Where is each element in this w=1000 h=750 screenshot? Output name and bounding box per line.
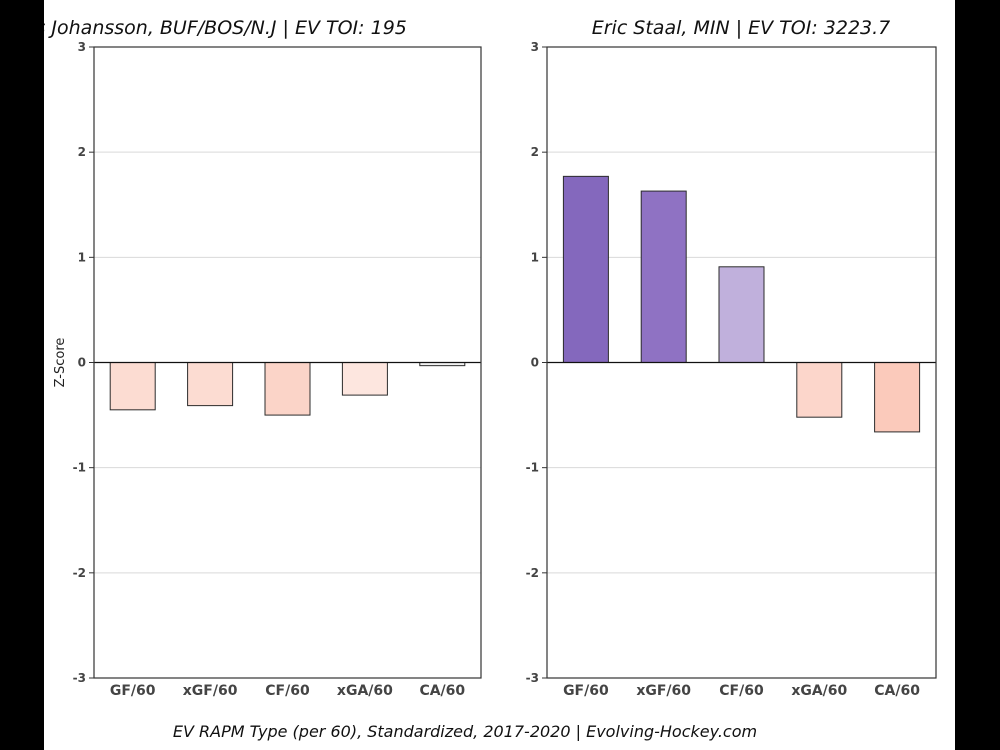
- y-tick-label: 0: [78, 356, 86, 370]
- bar: [187, 362, 234, 407]
- bar: [109, 362, 156, 411]
- y-tick-label: 1: [78, 250, 86, 264]
- bar: [640, 190, 687, 363]
- x-tick-label: xGF/60: [636, 683, 691, 699]
- y-tick-label: 3: [531, 40, 539, 54]
- x-tick-label: CF/60: [265, 683, 310, 699]
- x-tick-label: CA/60: [874, 683, 920, 699]
- bar: [562, 175, 609, 363]
- y-tick-label: -3: [73, 671, 86, 685]
- bar: [874, 362, 921, 433]
- x-tick-label: CA/60: [419, 683, 465, 699]
- bar: [264, 362, 311, 416]
- y-tick-label: -1: [526, 461, 539, 475]
- x-tick-label: GF/60: [110, 683, 156, 699]
- chart-title: Marcus Johansson, BUF/BOS/N.J | EV TOI: …: [44, 17, 407, 39]
- bar: [341, 362, 388, 396]
- plot-frame: [93, 46, 482, 679]
- bar: [718, 266, 765, 364]
- y-tick-label: -2: [526, 566, 539, 580]
- x-tick-label: xGF/60: [183, 683, 238, 699]
- bar: [796, 362, 843, 418]
- x-tick-label: xGA/60: [337, 683, 393, 699]
- x-tick-label: xGA/60: [791, 683, 847, 699]
- chart-title: Eric Staal, MIN | EV TOI: 3223.7: [592, 17, 891, 39]
- plot-frame: [546, 46, 937, 679]
- y-tick-label: -3: [526, 671, 539, 685]
- x-tick-label: CF/60: [719, 683, 764, 699]
- chart-canvas: 3 2 1 0 -1 -2 -3 GF/60 xGF/60 CF/60 xGA/60 CA/60 Mar…: [44, 0, 955, 750]
- chart-figure: 3 2 1 0 -1 -2 -3 GF/60 xGF/60 CF/60 xGA/60 CA/60 Mar…: [44, 17, 937, 741]
- y-tick-label: -2: [73, 566, 86, 580]
- y-tick-label: 3: [78, 40, 86, 54]
- y-tick-label: -1: [73, 461, 86, 475]
- x-tick-label: GF/60: [563, 683, 609, 699]
- footer-caption: EV RAPM Type (per 60), Standardized, 201…: [173, 722, 757, 741]
- y-axis-label: Z-Score: [53, 338, 68, 388]
- y-tick-label: 0: [531, 356, 539, 370]
- y-tick-label: 2: [531, 145, 539, 159]
- y-tick-label: 2: [78, 145, 86, 159]
- y-tick-label: 1: [531, 250, 539, 264]
